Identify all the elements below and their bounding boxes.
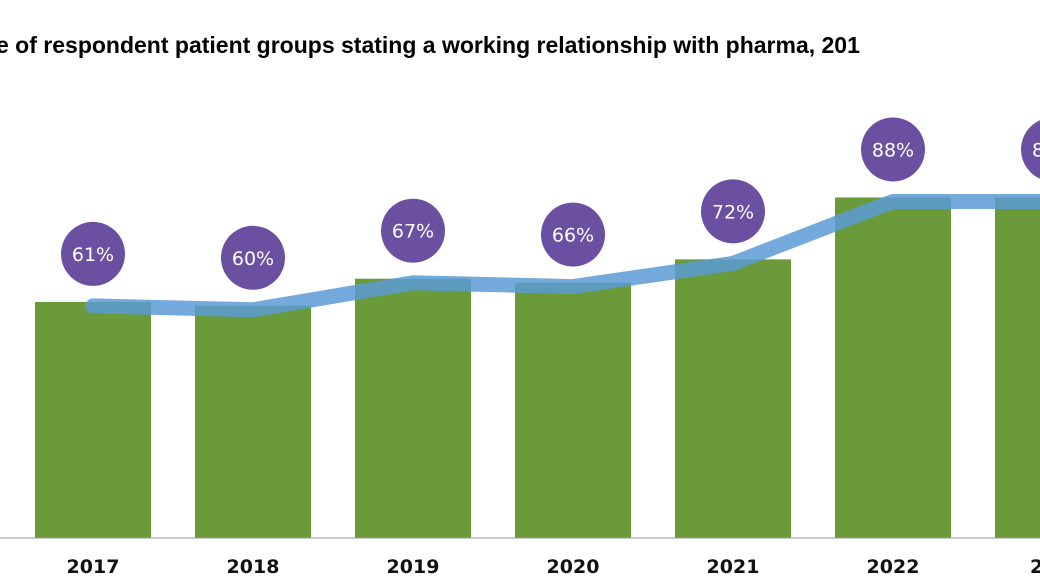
x-tick-label: 2022 <box>867 556 920 578</box>
value-label: 88% <box>872 139 914 161</box>
x-tick-label: 2020 <box>547 556 600 578</box>
value-bubble <box>861 117 925 182</box>
x-tick-label: 2017 <box>67 556 120 578</box>
x-tick-label: 2018 <box>227 556 280 578</box>
bar <box>355 278 471 538</box>
bar <box>35 301 151 538</box>
value-label: 8 <box>1032 139 1040 161</box>
chart-title: e of respondent patient groups stating a… <box>0 32 860 58</box>
value-label: 72% <box>712 201 754 223</box>
bar <box>835 197 951 538</box>
value-bubble <box>61 221 125 286</box>
bar <box>675 259 791 538</box>
x-tick-label: 2019 <box>387 556 440 578</box>
value-bubble <box>221 225 285 290</box>
value-bubble <box>541 202 605 267</box>
trend-line <box>85 193 1040 318</box>
value-bubble <box>381 198 445 263</box>
value-label: 67% <box>392 221 434 243</box>
value-bubble <box>701 179 765 244</box>
value-bubble <box>1021 120 1040 179</box>
value-label: 66% <box>552 225 594 247</box>
bar <box>995 197 1040 538</box>
value-label: 61% <box>72 244 114 266</box>
value-label: 60% <box>232 248 274 270</box>
x-tick-label: 2021 <box>707 556 760 578</box>
x-tick-label: 2 <box>1030 556 1040 578</box>
bar <box>195 305 311 538</box>
bar <box>515 282 631 538</box>
